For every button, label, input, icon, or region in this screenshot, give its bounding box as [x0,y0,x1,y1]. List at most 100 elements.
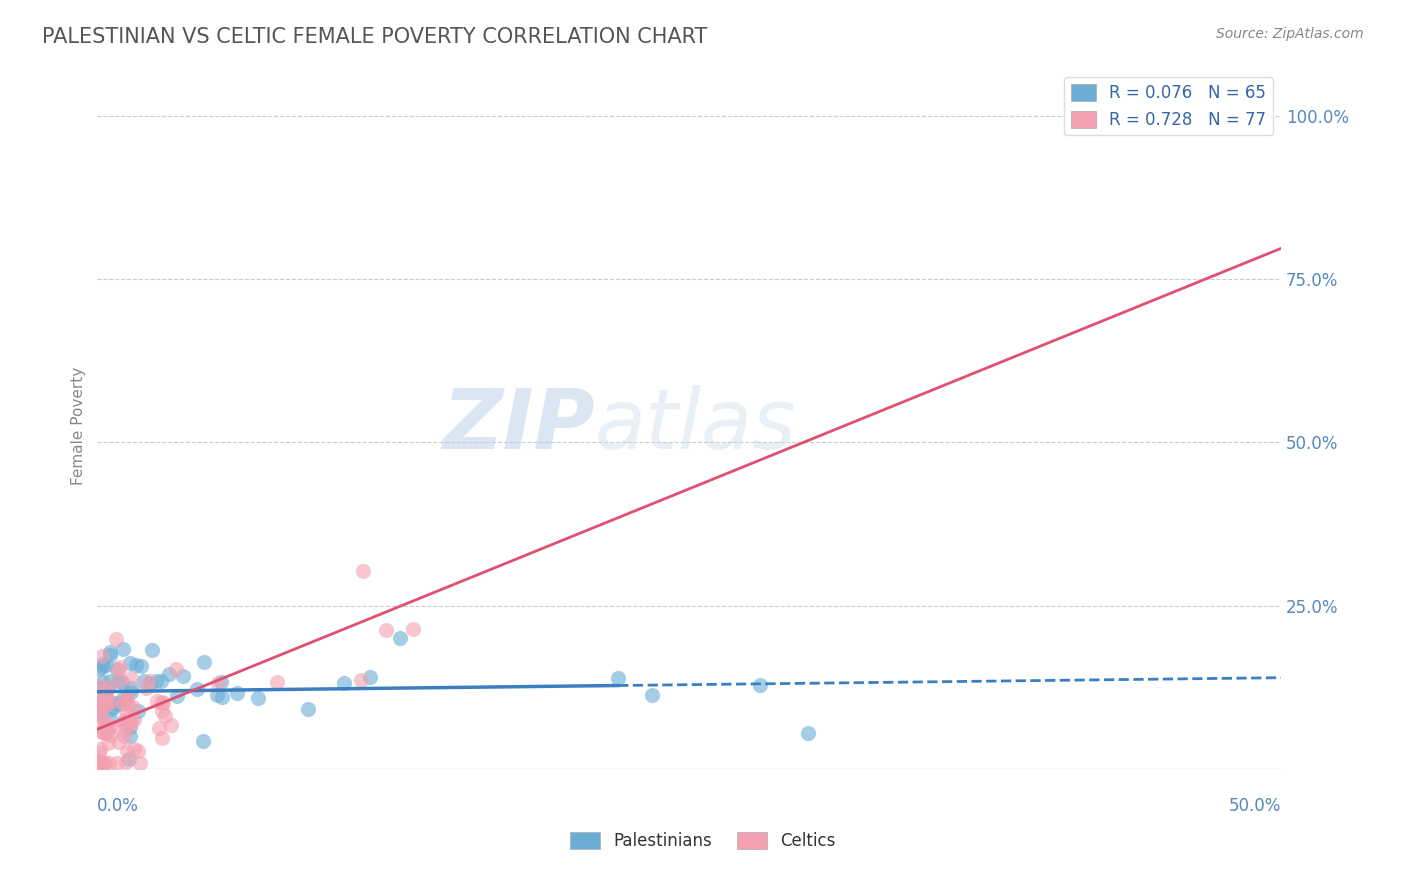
Point [96,726,118,740]
Point [91,659,114,673]
Point [139,676,162,690]
Point [333,676,356,690]
Point [186,682,208,697]
Point [111,696,134,710]
Point [118,720,141,734]
Point [87,708,110,723]
Point [93,719,115,733]
Point [103,696,125,710]
Point [87,698,110,712]
Point [91,657,114,672]
Point [129,658,152,673]
Point [120,714,142,728]
Point [114,693,136,707]
Point [89,723,111,738]
Y-axis label: Female Poverty: Female Poverty [72,367,86,485]
Point [97,681,120,695]
Point [108,673,131,688]
Point [89,701,111,715]
Point [93,675,115,690]
Point [150,731,173,746]
Point [150,695,173,709]
Point [91,692,114,706]
Point [118,752,141,766]
Point [89,681,111,696]
Point [112,714,135,728]
Point [93,689,115,703]
Point [159,718,181,732]
Text: Source: ZipAtlas.com: Source: ZipAtlas.com [1216,27,1364,41]
Point [86,756,108,770]
Point [93,693,115,707]
Point [118,717,141,731]
Point [107,697,129,711]
Point [118,713,141,727]
Point [94,684,117,698]
Point [402,623,425,637]
Point [388,631,411,645]
Point [149,674,172,689]
Point [93,722,115,736]
Point [93,696,115,710]
Point [127,704,149,718]
Point [110,673,132,687]
Text: 50.0%: 50.0% [1229,797,1281,814]
Point [115,743,138,757]
Point [145,673,167,688]
Legend: Palestinians, Celtics: Palestinians, Celtics [564,825,842,857]
Point [114,722,136,736]
Point [111,674,134,689]
Point [120,685,142,699]
Point [117,698,139,713]
Point [98,645,121,659]
Point [86,678,108,692]
Point [359,670,381,684]
Point [89,696,111,710]
Point [122,742,145,756]
Point [108,735,131,749]
Text: PALESTINIAN VS CELTIC FEMALE POVERTY CORRELATION CHART: PALESTINIAN VS CELTIC FEMALE POVERTY COR… [42,27,707,46]
Point [607,671,630,685]
Point [121,700,143,714]
Point [98,756,121,770]
Point [166,689,188,703]
Point [749,678,772,692]
Point [105,632,128,646]
Point [112,714,135,729]
Point [97,736,120,750]
Point [107,720,129,734]
Point [100,728,122,742]
Point [111,642,134,657]
Point [246,690,269,705]
Point [87,754,110,768]
Point [94,687,117,701]
Point [90,698,112,713]
Point [148,721,170,735]
Point [87,746,110,760]
Point [87,706,110,720]
Point [205,688,228,702]
Point [150,704,173,718]
Point [89,742,111,756]
Point [100,695,122,709]
Point [89,703,111,717]
Point [118,730,141,744]
Point [112,729,135,743]
Point [157,666,180,681]
Point [91,649,114,664]
Point [350,673,373,688]
Point [226,686,249,700]
Text: atlas: atlas [595,385,796,467]
Point [90,756,112,770]
Point [98,648,121,662]
Point [120,681,142,695]
Point [375,623,398,637]
Point [94,692,117,706]
Point [91,724,114,739]
Point [352,564,374,578]
Point [146,694,169,708]
Point [211,690,233,705]
Point [98,674,121,689]
Point [90,697,112,711]
Point [135,681,157,695]
